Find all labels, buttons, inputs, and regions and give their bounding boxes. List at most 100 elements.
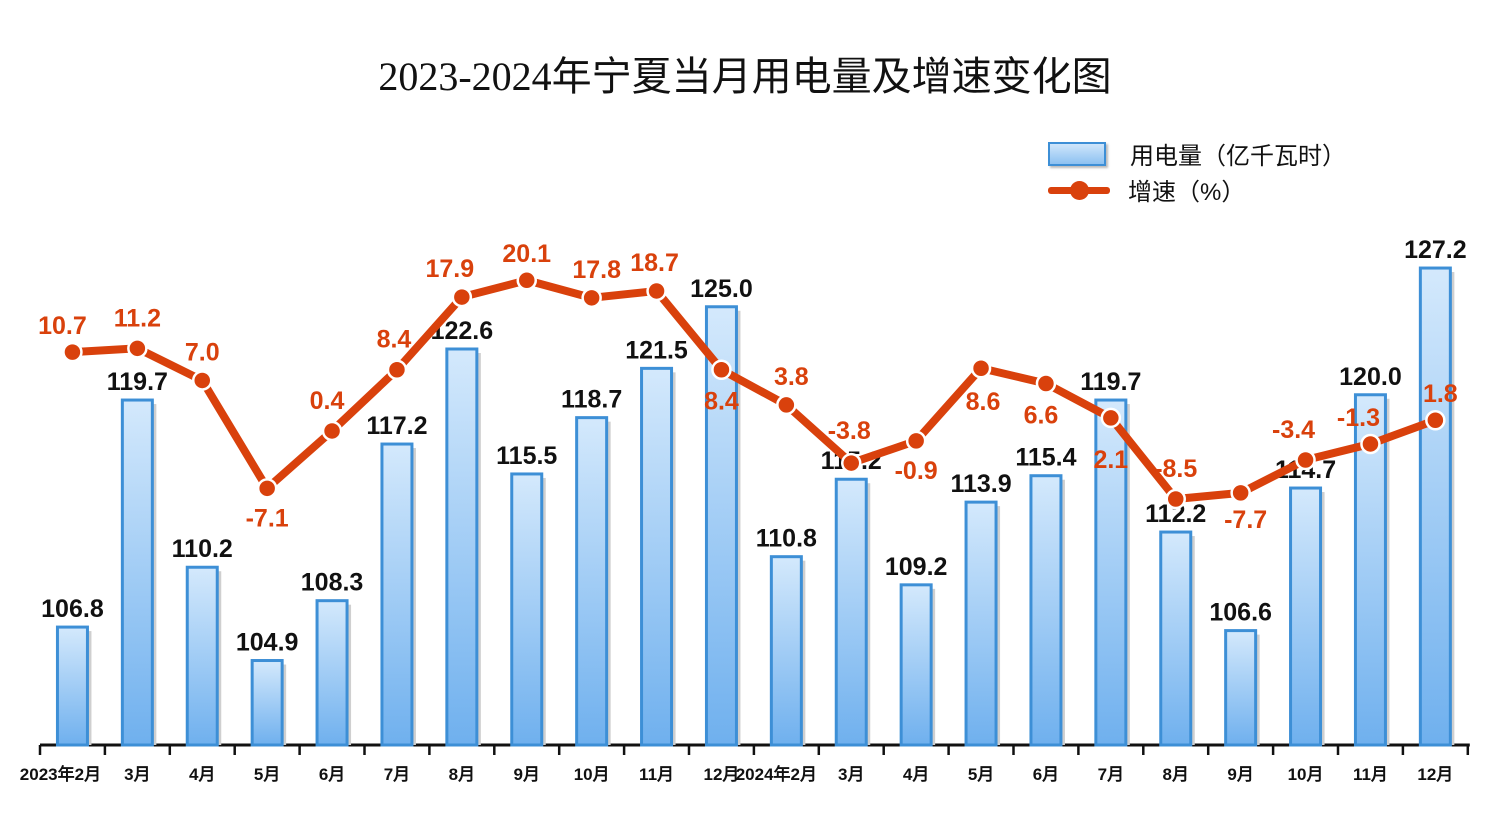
growth-point xyxy=(321,420,343,442)
x-tick-label: 12月 xyxy=(703,765,739,784)
growth-point xyxy=(256,478,278,499)
bar-value-label: 115.4 xyxy=(1015,444,1076,472)
x-tick-label: 8月 xyxy=(449,765,475,784)
bar xyxy=(899,583,933,747)
growth-value-label: 8.6 xyxy=(966,388,1001,416)
x-tick-label: 9月 xyxy=(1227,765,1253,784)
x-tick-label: 10月 xyxy=(574,765,610,784)
bar xyxy=(380,442,414,747)
bar xyxy=(640,366,674,747)
growth-value-label: 7.0 xyxy=(185,338,220,366)
bar xyxy=(185,565,219,747)
growth-point xyxy=(127,338,148,359)
growth-value-label: -1.3 xyxy=(1337,404,1380,432)
bar-value-label: 106.6 xyxy=(1209,599,1272,627)
growth-point xyxy=(711,359,732,380)
growth-value-label: 6.6 xyxy=(1024,402,1059,430)
bar xyxy=(834,477,868,747)
x-tick-label: 12月 xyxy=(1417,765,1453,784)
x-tick-label: 2023年2月 xyxy=(20,764,101,784)
legend-label-bar: 用电量（亿千瓦时） xyxy=(1130,143,1346,170)
bar-value-label: 117.2 xyxy=(366,412,427,440)
bar xyxy=(1029,474,1063,747)
bar xyxy=(1224,629,1258,747)
growth-point xyxy=(1425,409,1446,431)
x-tick-label: 5月 xyxy=(968,765,994,784)
bar-value-label: 109.2 xyxy=(885,553,948,581)
legend-label-line: 增速（%） xyxy=(1128,179,1246,206)
growth-value-label: 17.9 xyxy=(426,255,475,283)
growth-point xyxy=(1035,373,1057,394)
growth-point xyxy=(1295,449,1316,471)
bar xyxy=(1418,266,1452,747)
x-tick-label: 11月 xyxy=(1353,765,1388,784)
growth-point xyxy=(192,370,213,391)
growth-value-label: 2.1 xyxy=(1093,446,1128,474)
x-tick-label: 3月 xyxy=(838,765,864,784)
x-tick-label: 9月 xyxy=(514,765,540,784)
x-tick-label: 10月 xyxy=(1288,765,1324,784)
growth-point xyxy=(646,280,667,302)
bar-value-label: 125.0 xyxy=(690,275,753,303)
bar-value-label: 119.7 xyxy=(107,368,168,396)
growth-point xyxy=(1230,482,1251,504)
legend-item-line: 增速（%） xyxy=(1048,172,1245,207)
bar-value-label: 113.9 xyxy=(950,470,1011,498)
growth-value-label: 20.1 xyxy=(502,240,551,268)
growth-value-label: 11.2 xyxy=(114,304,161,332)
growth-value-label: 17.8 xyxy=(572,256,621,284)
growth-value-label: 8.4 xyxy=(704,388,739,416)
bar xyxy=(964,500,998,747)
bar xyxy=(250,659,284,747)
legend-bar-swatch xyxy=(1048,141,1106,166)
bar-value-label: 127.2 xyxy=(1404,236,1467,264)
growth-point xyxy=(516,269,537,291)
growth-value-label: 10.7 xyxy=(38,312,87,340)
bar xyxy=(575,416,609,747)
legend-item-bar: 用电量（亿千瓦时） xyxy=(1048,136,1346,171)
x-tick-label: 2024年2月 xyxy=(736,764,817,784)
growth-value-label: -7.1 xyxy=(246,504,289,532)
bar-value-label: 120.0 xyxy=(1339,363,1402,391)
growth-value-label: -7.7 xyxy=(1224,506,1267,534)
x-tick-label: 6月 xyxy=(319,765,345,784)
growth-point xyxy=(386,359,408,380)
bar-value-label: 110.8 xyxy=(756,525,817,553)
growth-point xyxy=(62,341,83,363)
x-tick-label: 4月 xyxy=(903,765,929,784)
growth-point xyxy=(581,287,602,309)
x-tick-label: 11月 xyxy=(639,765,674,784)
growth-point xyxy=(1100,407,1122,429)
growth-value-label: 0.4 xyxy=(310,387,345,415)
x-tick-label: 5月 xyxy=(254,765,280,784)
chart-title: 2023-2024年宁夏当月用电量及增速变化图 xyxy=(378,54,1112,99)
bar-value-label: 121.5 xyxy=(625,336,688,364)
bar-value-label: 110.2 xyxy=(172,535,233,563)
growth-value-label: 18.7 xyxy=(630,249,679,277)
bar xyxy=(510,472,544,747)
bar-value-label: 106.8 xyxy=(41,595,104,623)
growth-point xyxy=(841,452,862,474)
growth-line xyxy=(72,276,1437,504)
bar xyxy=(769,555,803,747)
bar-value-label: 108.3 xyxy=(301,569,364,597)
bar xyxy=(1094,398,1128,747)
growth-value-label: 3.8 xyxy=(774,363,809,391)
x-tick-label: 3月 xyxy=(124,765,150,784)
bar-value-label: 104.9 xyxy=(236,629,299,657)
bar xyxy=(120,398,154,747)
growth-point xyxy=(1360,433,1381,455)
growth-point xyxy=(905,430,927,452)
growth-value-label: -3.8 xyxy=(828,417,871,445)
bar xyxy=(1159,530,1193,747)
growth-point xyxy=(776,394,797,416)
x-tick-label: 8月 xyxy=(1163,765,1189,784)
x-tick-label: 4月 xyxy=(189,765,215,784)
bar xyxy=(315,599,349,747)
x-tick-label: 7月 xyxy=(1098,765,1124,784)
growth-value-label: -8.5 xyxy=(1154,455,1197,483)
bar-value-label: 119.7 xyxy=(1080,368,1141,396)
growth-value-label: -3.4 xyxy=(1272,416,1315,444)
bar xyxy=(55,625,89,747)
